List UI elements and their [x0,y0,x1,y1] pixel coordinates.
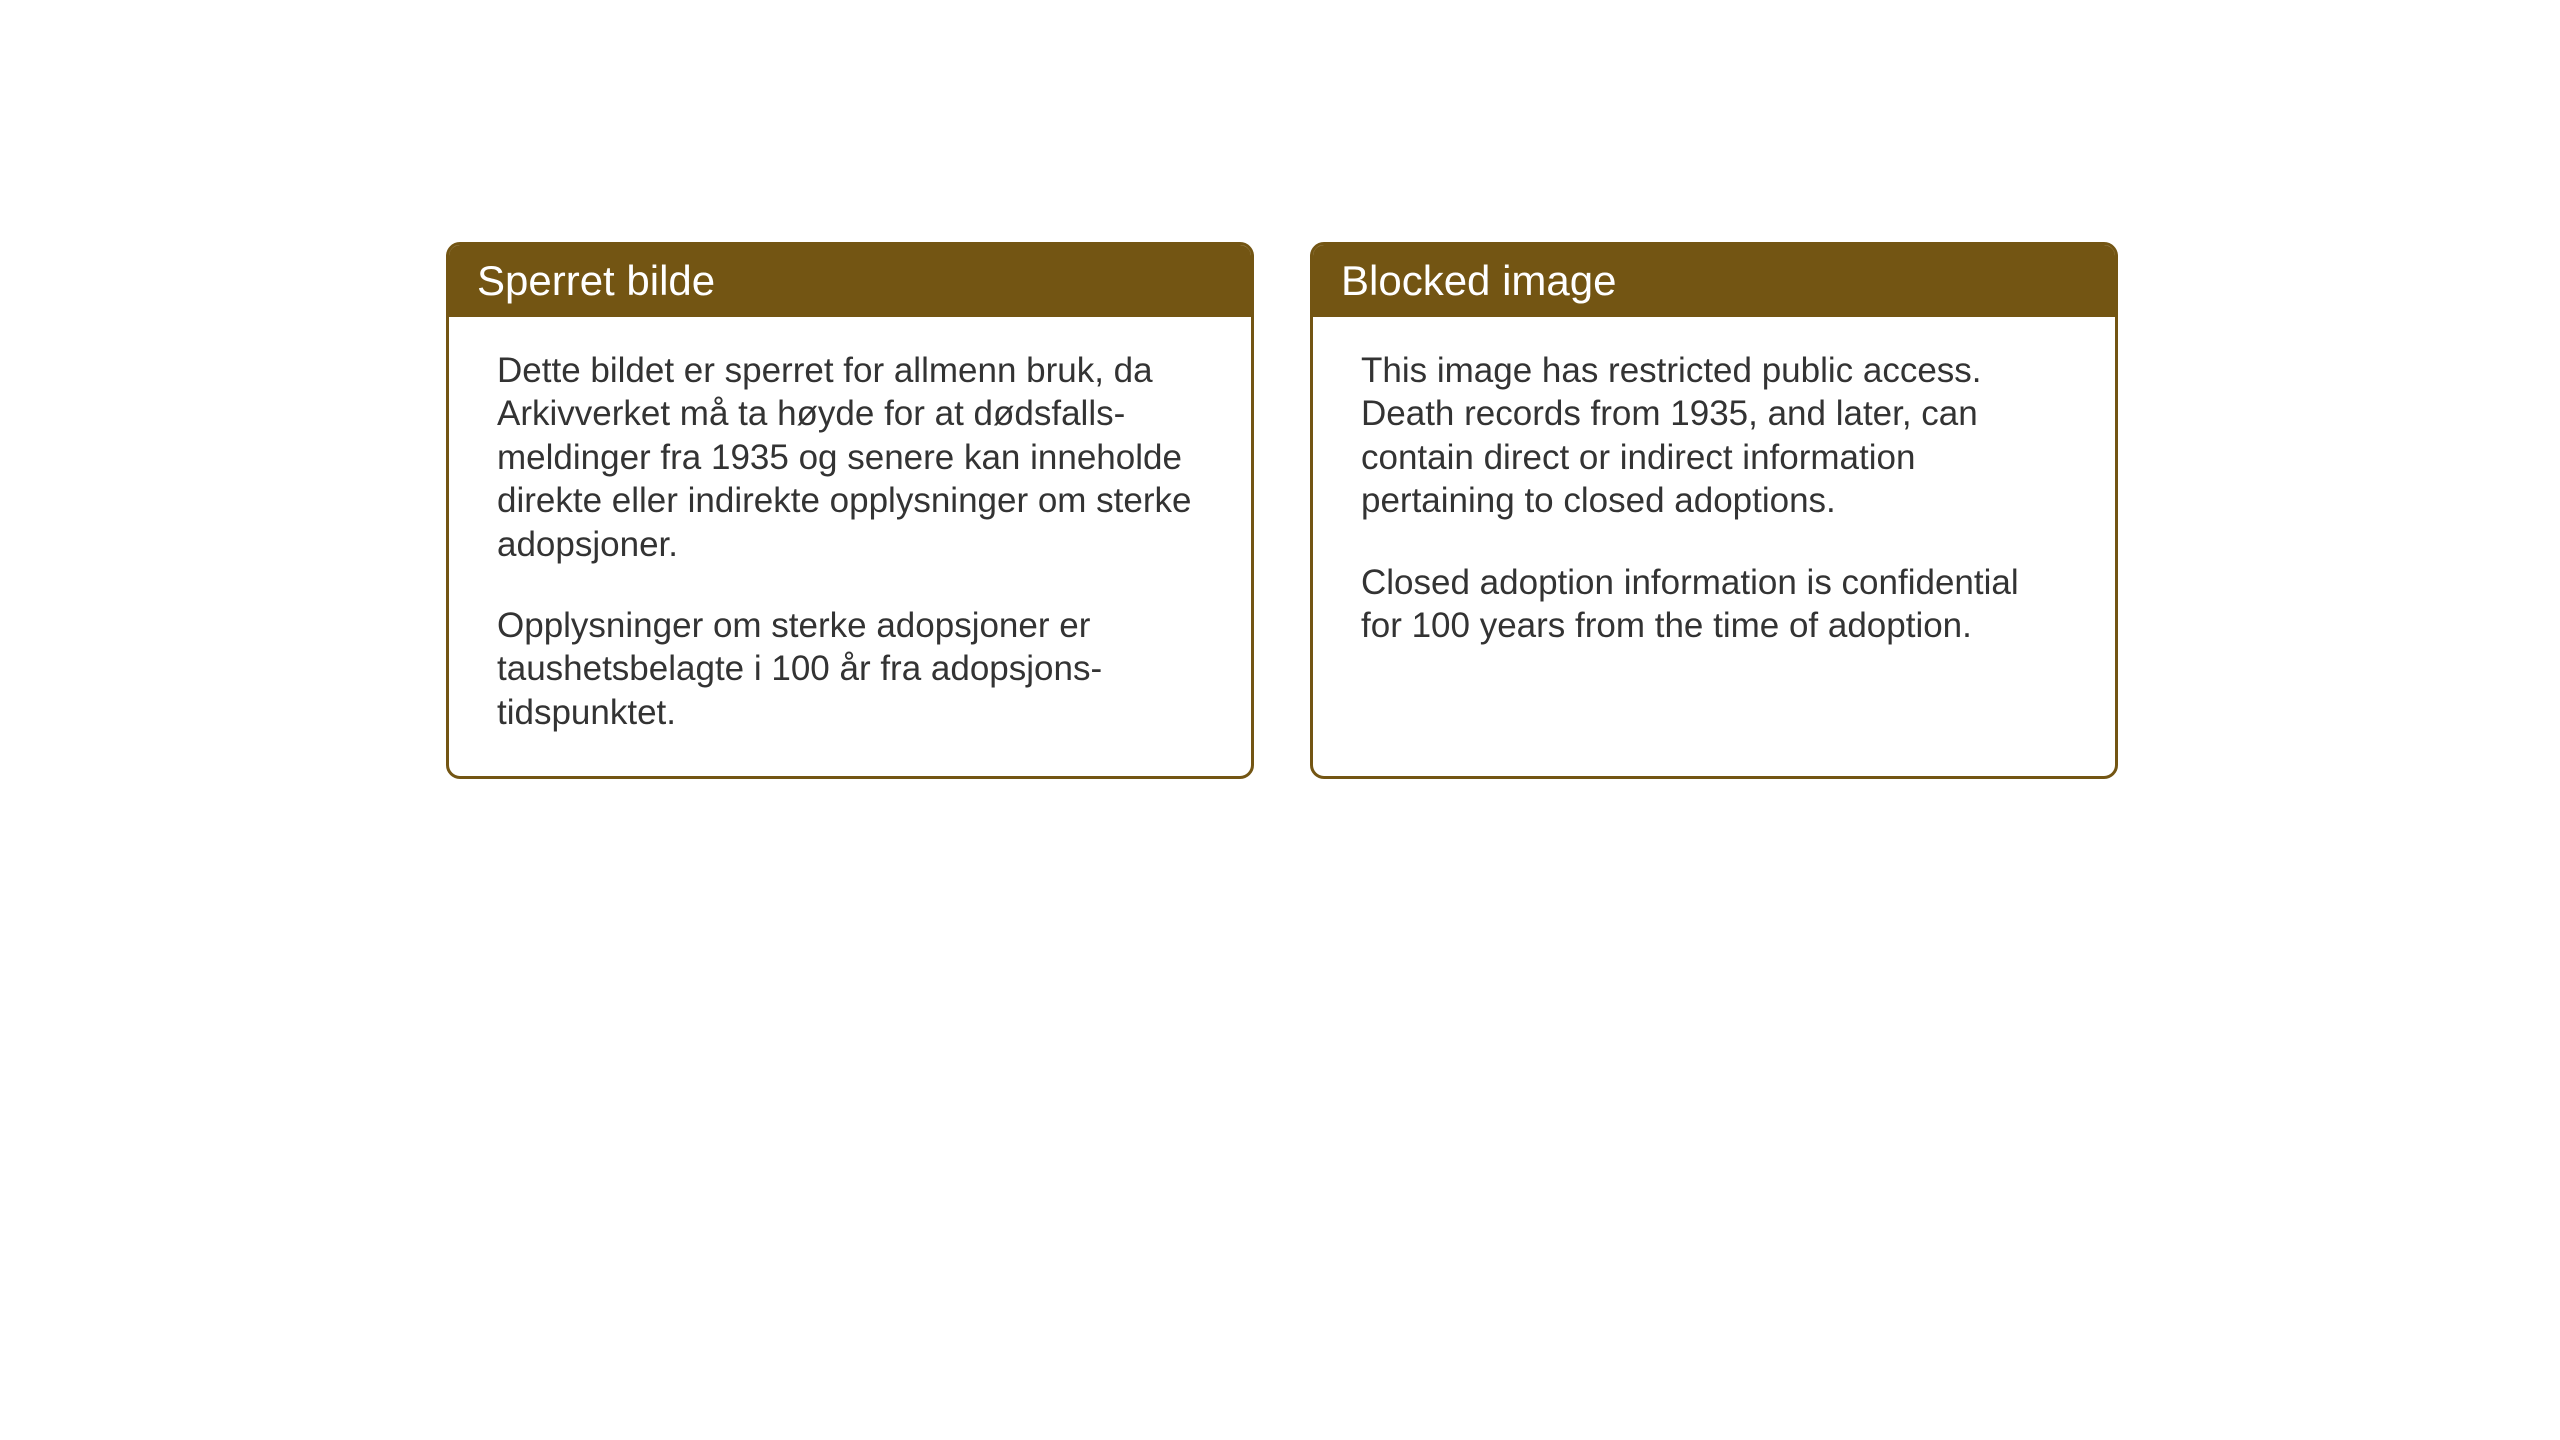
card-paragraph-2-english: Closed adoption information is confident… [1361,561,2067,648]
card-paragraph-1-norwegian: Dette bildet er sperret for allmenn bruk… [497,349,1203,566]
card-paragraph-2-norwegian: Opplysninger om sterke adopsjoner er tau… [497,604,1203,734]
notice-cards-container: Sperret bilde Dette bildet er sperret fo… [446,242,2118,779]
card-body-norwegian: Dette bildet er sperret for allmenn bruk… [449,317,1251,776]
notice-card-english: Blocked image This image has restricted … [1310,242,2118,779]
card-header-english: Blocked image [1313,245,2115,317]
card-body-english: This image has restricted public access.… [1313,317,2115,689]
notice-card-norwegian: Sperret bilde Dette bildet er sperret fo… [446,242,1254,779]
card-paragraph-1-english: This image has restricted public access.… [1361,349,2067,523]
card-title-english: Blocked image [1341,257,1616,304]
card-header-norwegian: Sperret bilde [449,245,1251,317]
card-title-norwegian: Sperret bilde [477,257,715,304]
